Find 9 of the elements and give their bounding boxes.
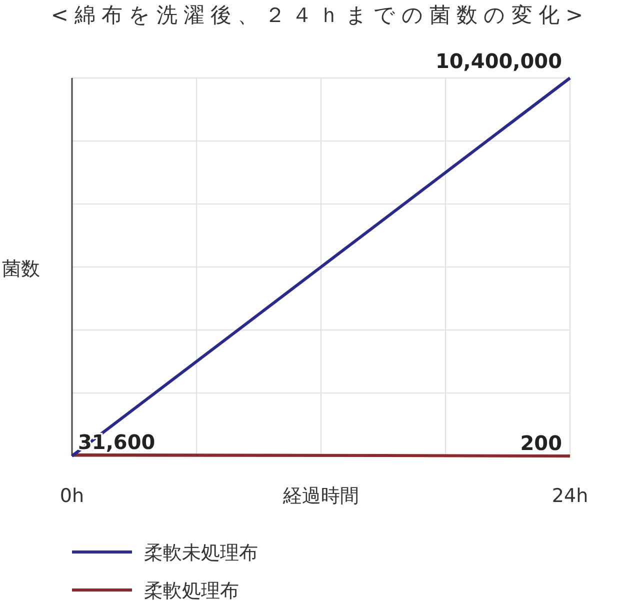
legend-label: 柔軟未処理布 [144,542,258,564]
data-label: 200 [520,430,562,455]
legend-label: 柔軟処理布 [144,580,239,602]
data-label: 10,400,000 [435,49,562,73]
chart-title: <綿布を洗濯後、２４ｈまでの菌数の変化> [50,3,590,27]
x-tick-label: 24h [552,485,588,507]
x-tick-label: 0h [60,485,84,507]
y-axis-title: 菌数 [2,258,40,280]
x-axis-title: 経過時間 [282,485,359,507]
